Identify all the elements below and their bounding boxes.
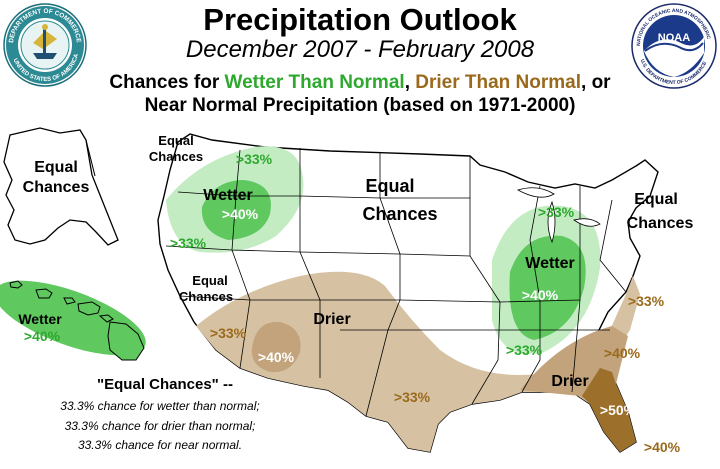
noaa-wordmark: NOAA — [658, 32, 690, 44]
label-central-equal-2: Chances — [362, 204, 437, 224]
label-sw-drier: Drier — [313, 311, 350, 328]
label-nw-wetter: Wetter — [203, 187, 253, 204]
label-sw-dry-40: >40% — [258, 349, 295, 365]
state-borders — [165, 148, 627, 417]
label-ohio-wet-33: >33% — [506, 342, 543, 358]
legend-line-1: Chances for Wetter Than Normal, Drier Th… — [0, 72, 720, 94]
equal-chances-note-line-1: 33.3% chance for wetter than normal; — [60, 399, 260, 413]
commerce-seal: DEPARTMENT OF COMMERCE UNITED STATES OF … — [3, 3, 87, 87]
label-nw-equal-1: Equal — [158, 133, 193, 148]
equal-chances-note-title: "Equal Chances" -- — [97, 376, 233, 393]
page-subtitle: December 2007 - February 2008 — [185, 36, 535, 63]
label-nw-wet-33-top: >33% — [236, 151, 273, 167]
label-central-equal-1: Equal — [365, 176, 414, 196]
legend-drier: Drier Than Normal — [415, 72, 582, 93]
label-sw-dry-33: >33% — [210, 325, 247, 341]
legend-line-2: Near Normal Precipitation (based on 1971… — [144, 95, 576, 116]
label-alaska-equal-2: Chances — [23, 179, 90, 196]
label-se-drier: Drier — [551, 373, 588, 390]
equal-chances-note-line-2: 33.3% chance for drier than normal; — [64, 419, 256, 433]
label-se-dry-40: >40% — [604, 345, 641, 361]
label-se-dry-33-top: >33% — [628, 293, 665, 309]
label-sw-equal-2: Chances — [179, 289, 233, 304]
legend-prefix: Chances for — [109, 72, 225, 93]
label-glakes-wet-33-top: >33% — [538, 204, 575, 220]
label-ne-equal-1: Equal — [634, 191, 678, 208]
legend-sep: , — [404, 72, 416, 93]
legend-wetter: Wetter Than Normal — [224, 72, 405, 93]
label-fl-dry-50: >50% — [600, 402, 637, 418]
label-tx-dry-33: >33% — [394, 389, 431, 405]
alaska-outline — [3, 127, 119, 246]
noaa-seal: NOAA NATIONAL OCEANIC AND ATMOSPHERIC U.… — [631, 3, 717, 89]
label-nw-wet-40: >40% — [222, 206, 259, 222]
label-alaska-equal-1: Equal — [34, 159, 78, 176]
label-hawaii-wetter: Wetter — [18, 311, 62, 327]
label-glakes-wet-40: >40% — [522, 287, 559, 303]
legend-suffix: , or — [581, 72, 611, 93]
equal-chances-note-line-3: 33.3% chance for near normal. — [77, 438, 243, 452]
hawaii-islands — [9, 280, 145, 361]
precipitation-map: Equal Chances Equal Chances >33% Wetter … — [0, 127, 694, 455]
label-glakes-wetter: Wetter — [525, 255, 575, 272]
wet-great-lakes — [492, 205, 601, 354]
label-fl-dry-40: >40% — [644, 439, 681, 455]
page-title: Precipitation Outlook — [203, 2, 517, 37]
label-ne-equal-2: Chances — [627, 215, 694, 232]
label-nw-wet-33-bottom: >33% — [170, 235, 207, 251]
label-hawaii-wet-40: >40% — [24, 328, 61, 344]
label-nw-equal-2: Chances — [149, 149, 203, 164]
label-sw-equal-1: Equal — [192, 273, 227, 288]
dry-south — [196, 271, 640, 452]
